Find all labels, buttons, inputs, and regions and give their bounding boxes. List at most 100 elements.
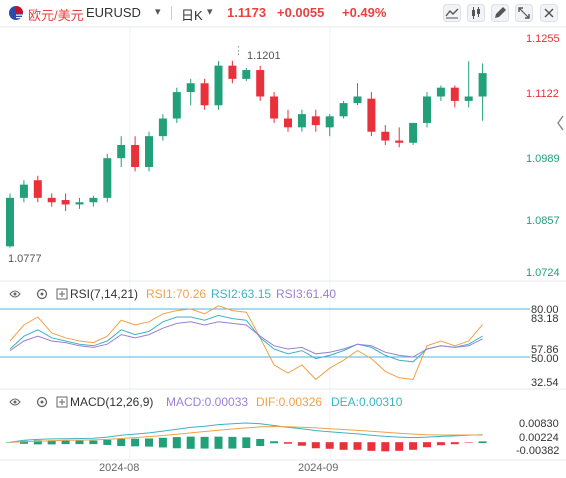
candle-chart-icon[interactable]: [467, 4, 485, 22]
macd-bar: [423, 442, 431, 448]
candle-down: [131, 144, 140, 167]
rsi-lines: [9, 305, 483, 381]
candles: [6, 60, 487, 248]
period-selector[interactable]: 日K: [181, 8, 203, 23]
macd-bar: [339, 442, 348, 450]
dea-line: [9, 425, 483, 443]
macd-bar: [103, 439, 112, 445]
expand-icon: [56, 396, 68, 408]
eye-icon: [9, 398, 21, 406]
symbol-code[interactable]: EURUSD: [86, 5, 141, 20]
macd-bar: [214, 436, 223, 449]
macd-lines: [9, 422, 483, 443]
rsi1-line: [9, 305, 483, 381]
fullscreen-icon[interactable]: [515, 4, 533, 22]
candle-up: [103, 158, 112, 198]
macd-tick-label: 0.00830: [519, 418, 559, 430]
macd-bar: [117, 438, 126, 447]
macd-bar: [256, 438, 265, 447]
settings-icon: [36, 396, 48, 408]
rsi-tick-label: 32.54: [531, 377, 559, 389]
candle-up: [214, 65, 223, 106]
macd-bar: [172, 437, 181, 449]
candle-up: [145, 136, 153, 167]
candle-down: [367, 98, 376, 132]
macd-bar: [297, 442, 306, 446]
rsi-tick-label: 50.00: [531, 353, 559, 365]
eu-us-flag-icon: [9, 6, 23, 20]
candle-down: [200, 83, 209, 106]
macd-bar: [145, 438, 153, 447]
candle-down: [256, 70, 265, 97]
symbol-name[interactable]: 欧元/美元: [28, 8, 84, 23]
dif-line: [9, 422, 483, 443]
candle-down: [284, 118, 292, 128]
price-change-pct: +0.49%: [342, 5, 387, 20]
macd-tick-label: 0.00224: [519, 432, 559, 444]
macd-value: MACD:0.00033: [166, 395, 248, 409]
chevron-down-icon[interactable]: ▾: [155, 6, 161, 18]
macd-bar: [450, 442, 459, 445]
settings-icon: [36, 288, 48, 300]
candle-down: [381, 131, 390, 141]
candle-up: [89, 197, 98, 203]
last-price: 1.1173: [227, 5, 267, 20]
y-tick-label: 1.0724: [526, 267, 560, 279]
macd-bar: [186, 436, 195, 449]
candle-down: [395, 140, 404, 143]
rsi-tick-label: 80.00: [531, 304, 559, 316]
candle-up: [339, 103, 348, 117]
candle-up: [186, 83, 195, 93]
settings-icon: [40, 400, 44, 404]
eye-icon: [9, 290, 21, 298]
macd-bar: [131, 438, 140, 447]
macd-bar: [353, 442, 362, 450]
candle-up: [75, 202, 84, 205]
macd-bar: [158, 437, 167, 448]
candle-down: [33, 180, 42, 198]
expand-icon: [59, 291, 65, 297]
draw-icon[interactable]: [491, 4, 509, 22]
high-annotation: 1.1201: [247, 50, 281, 62]
eye-icon: [13, 292, 17, 296]
candle-down: [270, 96, 279, 119]
top-bar: 欧元/美元 EURUSD ▾ 日K ▾ 1.1173 +0.0055 +0.49…: [0, 0, 566, 26]
rsi3-value: RSI3:61.40: [276, 287, 336, 301]
macd-axis: 0.00830 0.00224 -0.00382: [516, 418, 559, 457]
rsi-axis: 80.00 83.18 57.86 50.00 32.54: [531, 304, 559, 389]
x-tick-label: 2024-08: [99, 462, 139, 474]
eye-icon: [13, 400, 17, 404]
x-tick-label: 2024-09: [298, 462, 338, 474]
low-annotation: 1.0777: [8, 253, 42, 265]
macd-bar: [395, 442, 404, 451]
candle-up: [464, 96, 473, 101]
candle-down: [450, 87, 459, 101]
macd-bar: [409, 442, 418, 450]
close-icon[interactable]: [540, 4, 558, 22]
chevron-down-icon[interactable]: ▾: [207, 6, 213, 18]
candle-up: [297, 114, 306, 128]
high-annotation-dots: ⋮: [233, 45, 244, 57]
macd-bar: [242, 437, 251, 448]
panel-toggle-icon[interactable]: [557, 115, 564, 131]
rsi1-value: RSI1:70.26: [146, 287, 206, 301]
macd-bar: [367, 442, 376, 451]
macd-title: MACD(12,26,9): [70, 395, 153, 409]
line-chart-icon[interactable]: [443, 4, 461, 22]
y-tick-label: 1.0989: [526, 153, 560, 165]
candle-up: [172, 92, 181, 119]
macd-bar: [200, 436, 209, 449]
rsi-title: RSI(7,14,21): [70, 287, 138, 301]
candle-down: [61, 200, 70, 205]
macd-bar: [6, 442, 14, 443]
y-tick-label: 1.1122: [526, 88, 559, 100]
candle-up: [478, 73, 487, 97]
candle-up: [423, 96, 431, 123]
macd-bar: [228, 436, 237, 449]
macd-bar: [325, 442, 334, 449]
rsi-panel-header: RSI(7,14,21) RSI1:70.26 RSI2:63.15 RSI3:…: [9, 287, 336, 301]
candle-down: [47, 197, 56, 203]
rsi2-line: [9, 314, 483, 363]
macd-tick-label: -0.00382: [516, 445, 559, 457]
